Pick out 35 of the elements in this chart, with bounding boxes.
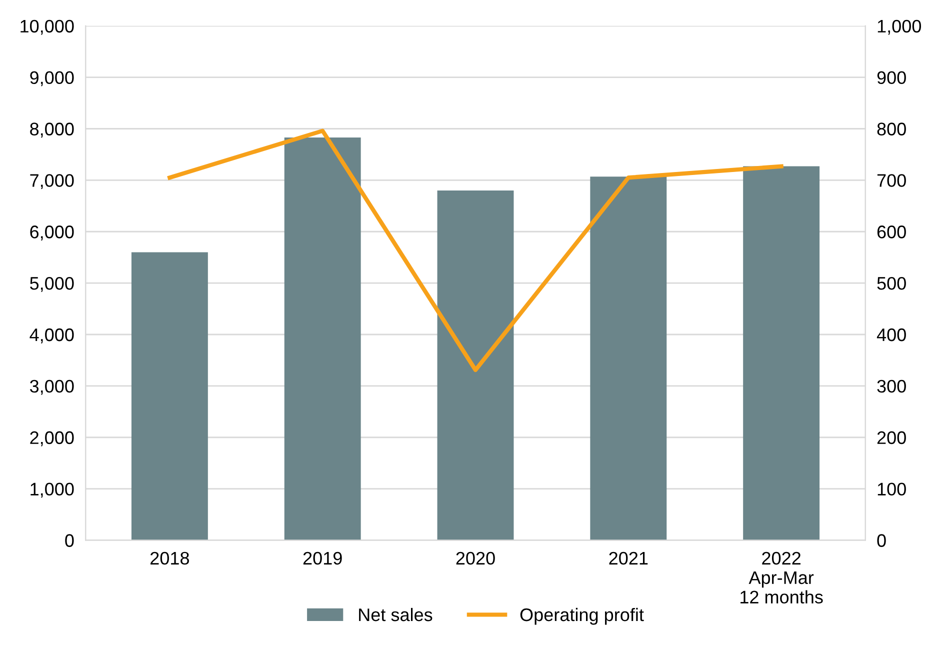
bar — [284, 137, 361, 540]
x-tick-label: 2020 — [456, 552, 495, 565]
y2-tick-label: 1,000 — [878, 20, 921, 35]
y2-tick-label: 600 — [877, 226, 906, 238]
bar — [743, 166, 820, 540]
bar — [437, 190, 514, 540]
y-tick-label: 0 — [65, 534, 74, 547]
y-tick-label: 7,000 — [30, 174, 74, 190]
y-tick-label: 8,000 — [30, 122, 74, 138]
y-tick-label: 9,000 — [30, 71, 74, 86]
y-tick-label: 5,000 — [30, 276, 74, 292]
x-tick-label: 2021 — [609, 552, 648, 565]
bar — [590, 176, 667, 540]
bar — [131, 252, 208, 540]
y2-tick-label: 300 — [877, 380, 906, 393]
y2-tick-label: 500 — [877, 276, 906, 290]
line-series — [168, 128, 784, 372]
y2-tick-label: 400 — [876, 328, 906, 342]
y2-tick-label: 100 — [878, 482, 906, 496]
y2-tick-label: 900 — [877, 71, 906, 84]
x-tick-label: 2019 — [303, 552, 342, 565]
y2-tick-label: 800 — [877, 122, 906, 136]
y-tick-label: 3,000 — [30, 380, 74, 395]
y-tick-label: 4,000 — [30, 328, 74, 344]
y2-tick-label: 0 — [877, 534, 886, 547]
legend-label: Net sales — [359, 608, 432, 622]
y2-tick-label: 200 — [877, 431, 906, 444]
y-tick-label: 6,000 — [30, 226, 74, 240]
y-tick-label: 1,000 — [30, 482, 74, 498]
y-tick-label: 2,000 — [30, 431, 74, 446]
x-tick-label: 2018 — [150, 552, 189, 565]
legend-label: Operating profit — [520, 608, 644, 625]
y2-tick-label: 700 — [877, 174, 906, 187]
x-tick-label: 2022 Apr-Mar 12 months — [740, 552, 823, 604]
y-tick-label: 10,000 — [20, 20, 74, 35]
